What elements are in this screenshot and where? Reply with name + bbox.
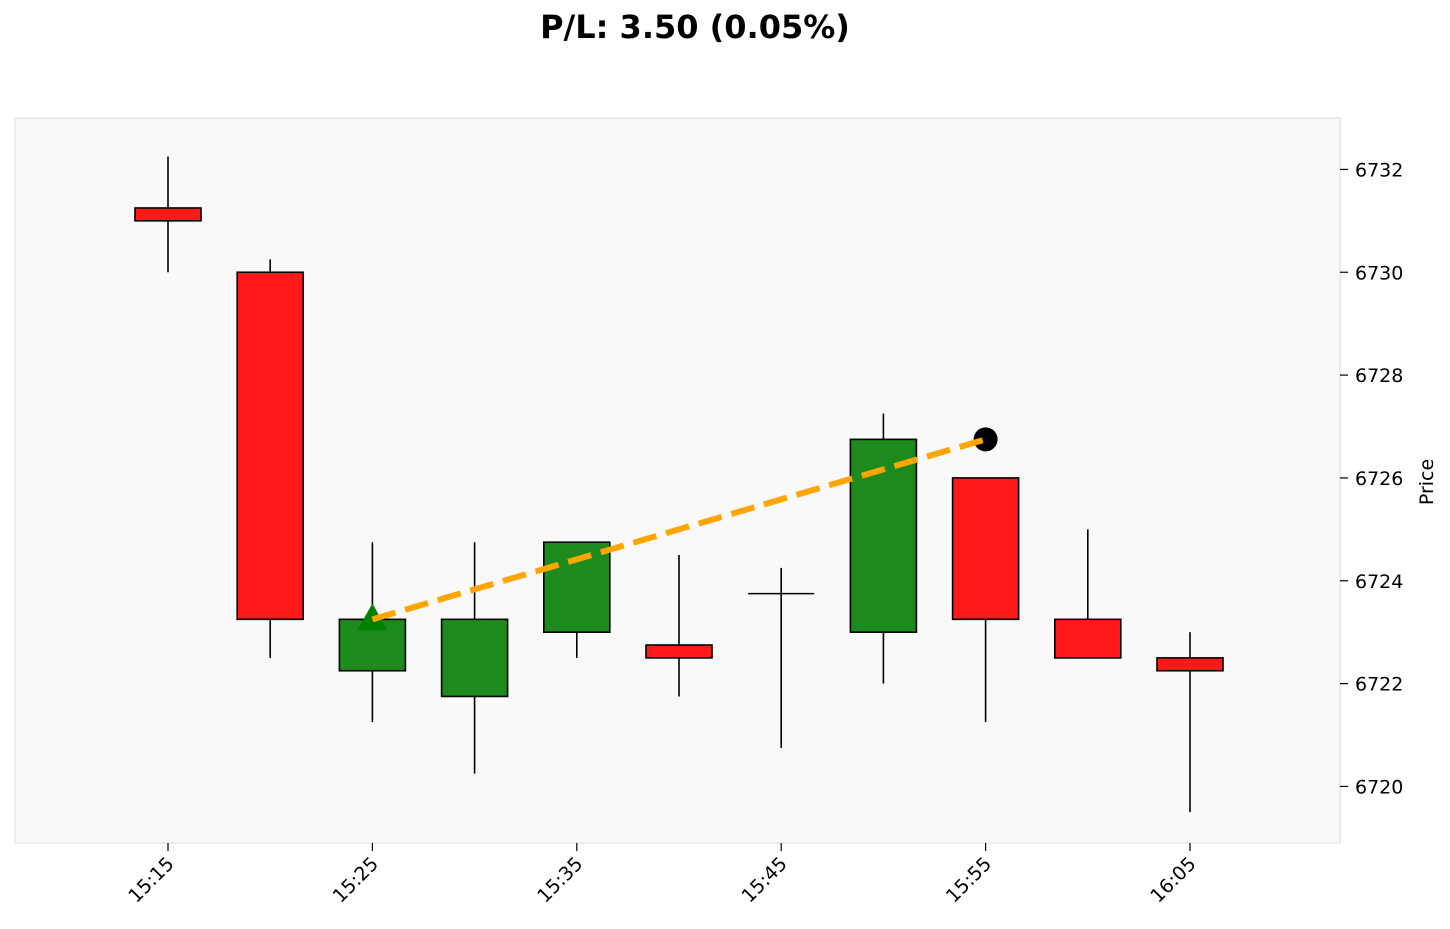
trade-line — [371, 436, 987, 623]
x-tick-label: 15:15 — [124, 853, 178, 907]
candle-body — [645, 644, 713, 659]
x-tick-label: 16:05 — [1146, 853, 1200, 907]
y-tick-label: 6720 — [1355, 776, 1403, 798]
candle-body — [542, 541, 611, 633]
x-tick-label: 15:25 — [329, 853, 383, 907]
candle-body — [1156, 657, 1224, 672]
chart-title: P/L: 3.50 (0.05%) — [540, 8, 850, 46]
x-tick-label: 15:45 — [737, 853, 791, 907]
x-tick-label: 15:55 — [942, 853, 996, 907]
candle-body — [951, 477, 1020, 621]
y-tick-label: 6726 — [1355, 468, 1403, 490]
candles-group — [134, 156, 1224, 813]
candle-body — [236, 271, 304, 621]
exit-marker — [973, 427, 998, 452]
y-axis-label: Price — [1416, 459, 1438, 505]
plot-area — [14, 117, 1341, 844]
candle-body — [1054, 618, 1122, 659]
candle-body — [134, 207, 202, 222]
x-axis: 15:15 15:25 15:35 15:45 15:55 16:05 — [124, 843, 1201, 907]
x-tick-label: 15:35 — [533, 853, 587, 907]
candle-body — [440, 618, 509, 698]
y-axis: 6720 6722 6724 6726 6728 6730 6732 — [1339, 118, 1403, 843]
trade-group — [357, 427, 998, 631]
y-tick-label: 6722 — [1355, 674, 1403, 696]
y-tick-label: 6728 — [1355, 365, 1403, 387]
y-tick-label: 6724 — [1355, 571, 1403, 593]
y-tick-label: 6732 — [1355, 159, 1403, 181]
y-tick-label: 6730 — [1355, 262, 1403, 284]
